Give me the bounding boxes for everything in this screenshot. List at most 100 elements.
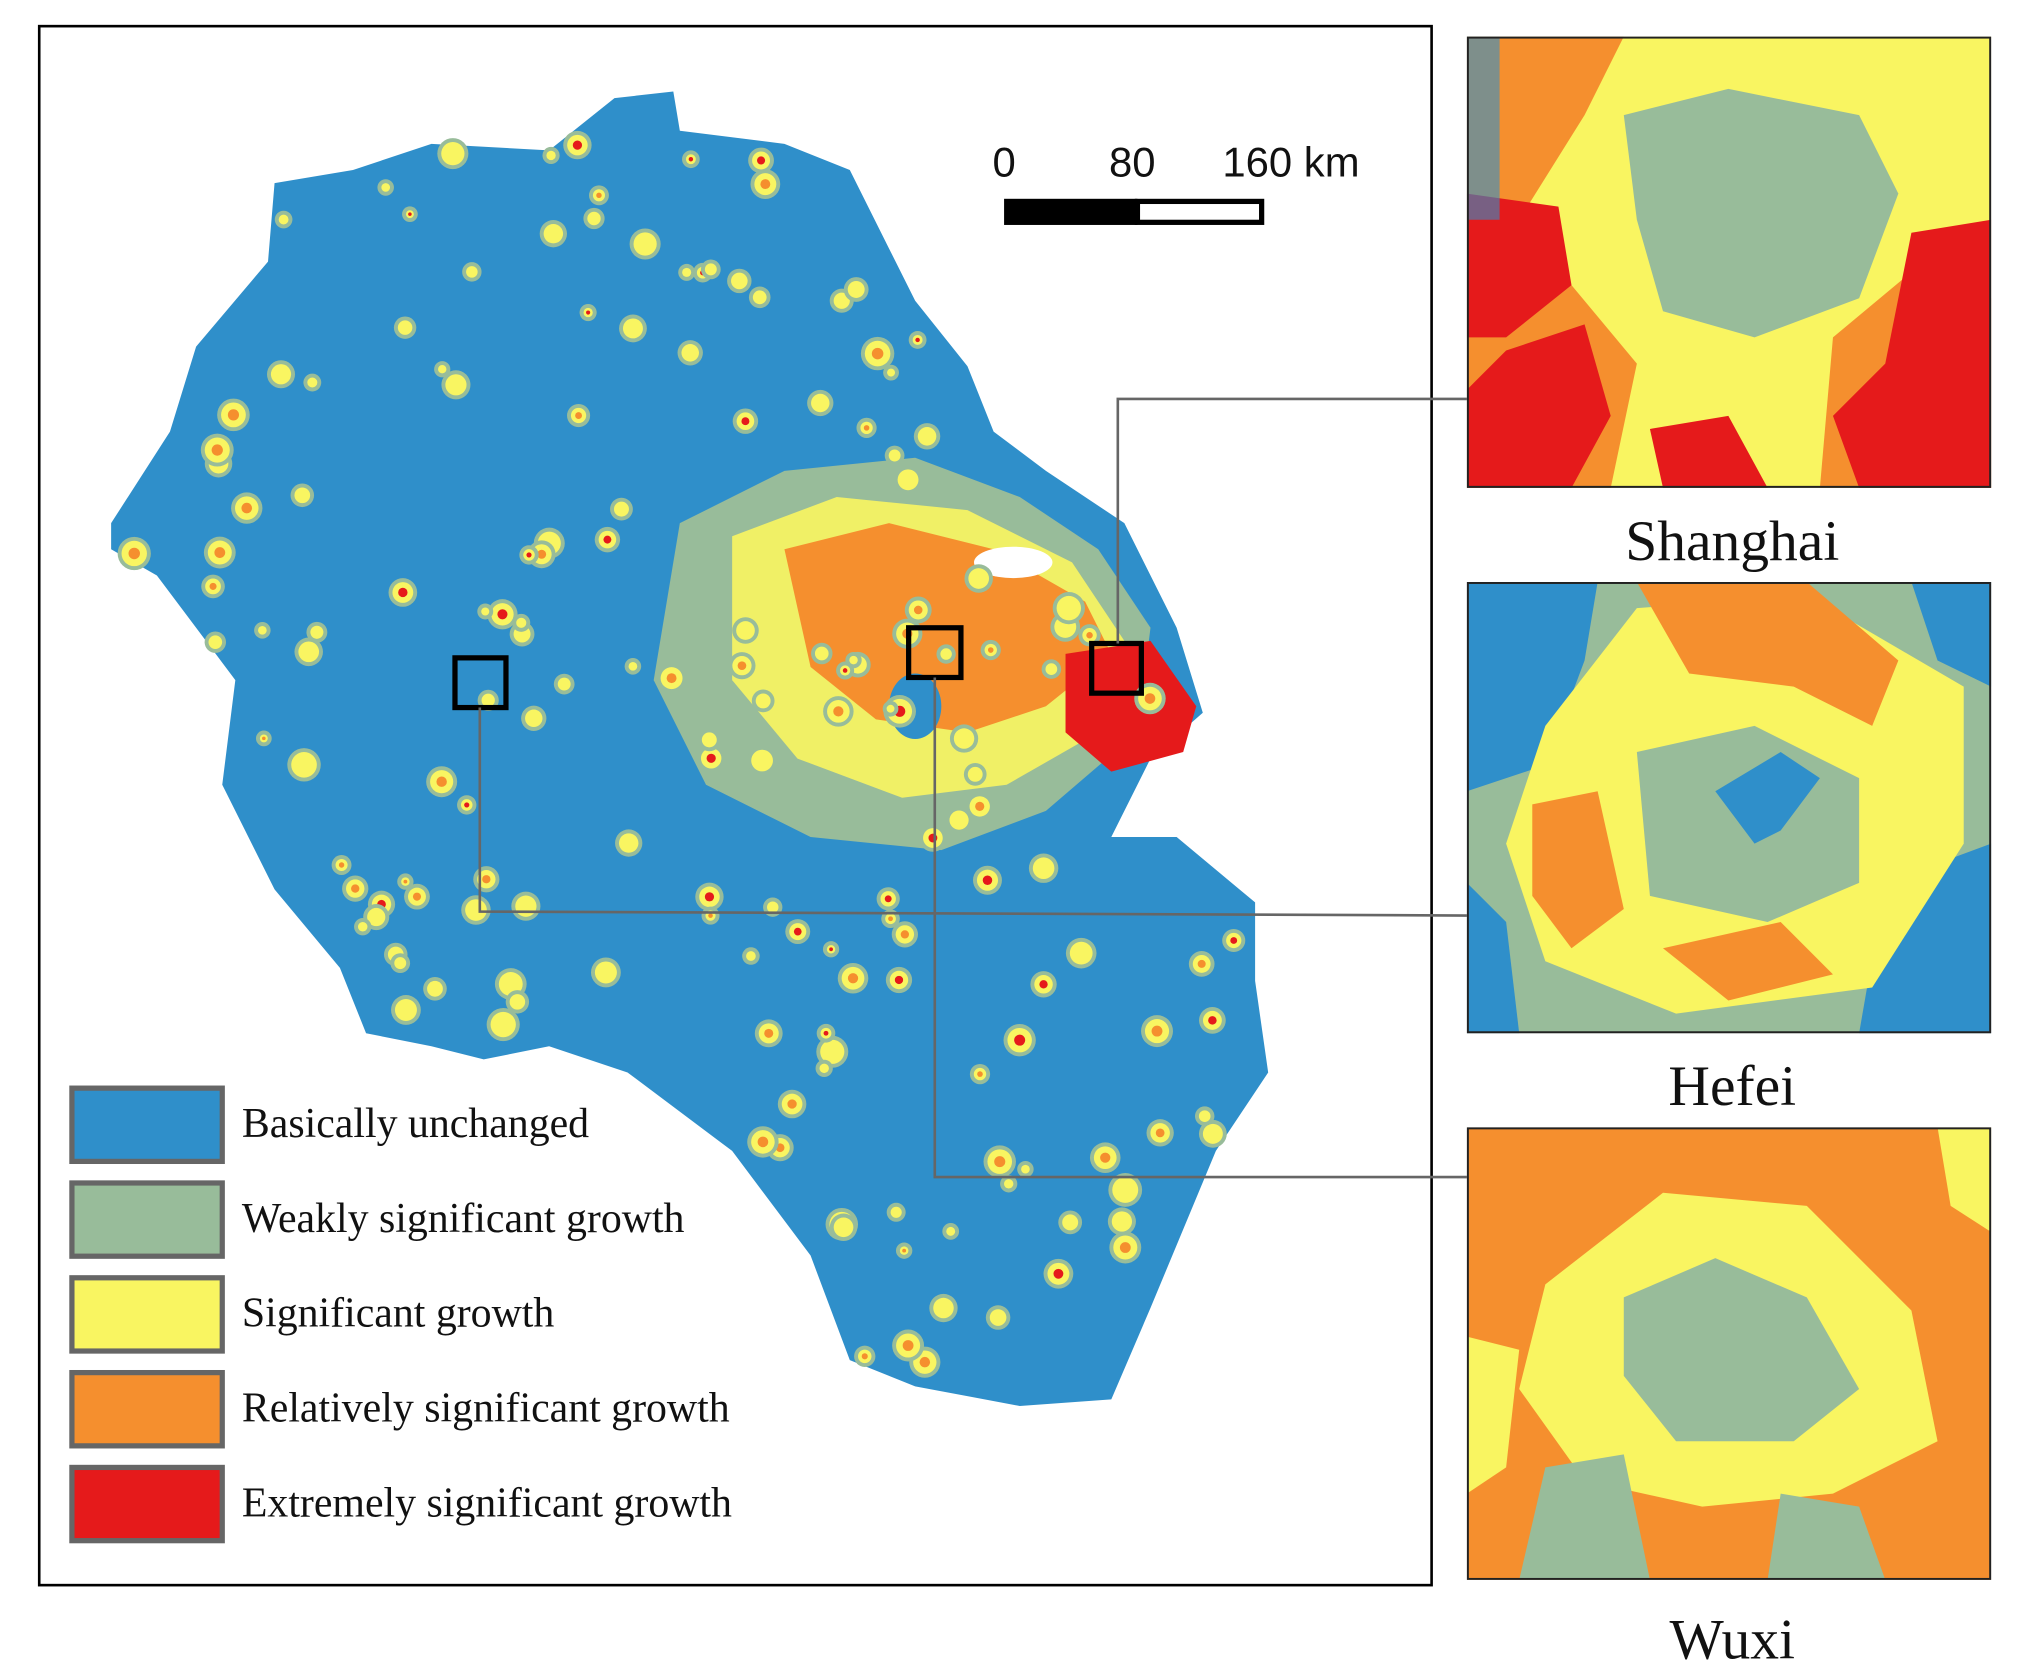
growth-spot [861, 1353, 868, 1360]
growth-spot [833, 292, 850, 309]
connector [478, 707, 1467, 917]
growth-spot [704, 263, 717, 276]
growth-spot [760, 179, 771, 190]
growth-spot [441, 142, 465, 166]
legend-swatch [69, 1180, 225, 1259]
inset-area [1663, 922, 1833, 1001]
scale-segment [1004, 198, 1138, 225]
inset-title: Wuxi [1670, 1608, 1795, 1671]
growth-spot [1039, 980, 1048, 989]
growth-spot [887, 368, 896, 377]
inset-area [1466, 1336, 1520, 1494]
growth-spot [967, 766, 983, 782]
growth-spot [829, 947, 833, 952]
growth-spot [628, 661, 638, 671]
growth-spot [849, 655, 858, 665]
connector [933, 677, 1467, 1179]
growth-spot [863, 425, 870, 431]
growth-spot [764, 1028, 774, 1038]
growth-spot [1111, 1211, 1133, 1232]
growth-spot [128, 547, 140, 560]
growth-spot [975, 801, 985, 811]
growth-spot [819, 1063, 829, 1074]
inset-area [1466, 882, 1520, 1034]
inset-area [1466, 324, 1611, 488]
growth-spot [557, 677, 571, 691]
growth-spot [757, 156, 766, 165]
growth-spot [1208, 1016, 1217, 1025]
inset-area [1466, 193, 1572, 338]
growth-spot [543, 223, 564, 244]
growth-spot [953, 728, 975, 749]
growth-spot [572, 140, 583, 150]
growth-spot [752, 290, 767, 305]
growth-spot [847, 973, 859, 984]
growth-spot [902, 1248, 907, 1253]
inset-area [1767, 1493, 1886, 1580]
growth-spot [890, 1206, 902, 1218]
scale-segment [1134, 198, 1265, 225]
growth-spot [737, 661, 747, 671]
growth-spot [394, 957, 407, 970]
growth-spot [968, 568, 990, 589]
growth-spot [994, 1156, 1006, 1168]
growth-spot [412, 892, 422, 901]
growth-spot [537, 549, 547, 559]
growth-spot [464, 802, 470, 808]
legend-swatch [69, 1275, 225, 1354]
growth-spot [497, 609, 508, 620]
growth-spot [481, 693, 495, 707]
inset-title: Shanghai [1625, 510, 1839, 573]
growth-spot [1069, 941, 1093, 965]
growth-spot [731, 272, 748, 290]
growth-spot [482, 875, 491, 884]
region-extreme-growth [1065, 640, 1197, 772]
inset-area [1466, 36, 1624, 246]
growth-spot [842, 668, 848, 673]
growth-spot [307, 377, 318, 388]
scale-label: 160 km [1222, 139, 1359, 186]
inset-area [1623, 88, 1899, 338]
growth-spot [1202, 1123, 1223, 1144]
growth-spot [618, 833, 639, 853]
growth-spot [666, 673, 677, 684]
inset-area [1466, 36, 1500, 220]
growth-spot [1053, 1268, 1064, 1279]
growth-spot [884, 895, 892, 903]
legend-label: Relatively significant growth [242, 1385, 730, 1431]
growth-spot [214, 547, 226, 558]
growth-spot [820, 1039, 845, 1064]
growth-spot [1032, 857, 1055, 880]
growth-spot [900, 930, 910, 939]
inset-area [1466, 582, 1598, 792]
growth-spot [481, 607, 490, 616]
growth-spot [871, 347, 884, 360]
legend-swatch [69, 1085, 225, 1165]
growth-spot [888, 449, 901, 462]
legend-label: Extremely significant growth [242, 1480, 732, 1526]
connector [1116, 397, 1467, 644]
growth-spot [793, 927, 802, 936]
inset-title: Hefei [1668, 1055, 1796, 1118]
legend-label: Significant growth [242, 1291, 555, 1337]
growth-spot [989, 1309, 1007, 1326]
river [974, 546, 1053, 579]
growth-spot [310, 625, 324, 639]
growth-spot [397, 320, 413, 335]
growth-spot [596, 192, 602, 199]
growth-spot [586, 310, 591, 315]
growth-spot [466, 266, 478, 278]
growth-spot [1100, 1152, 1111, 1163]
inset-hefei [1466, 582, 1992, 1034]
growth-spot [751, 749, 773, 772]
inset-area [1532, 791, 1624, 949]
growth-spot [897, 469, 919, 491]
inset-area [1519, 1454, 1650, 1580]
inset-area [1636, 582, 1899, 726]
growth-spot [706, 753, 716, 763]
growth-spot [787, 1099, 797, 1109]
legend-label: Weakly significant growth [242, 1196, 685, 1242]
growth-spot [633, 232, 657, 256]
growth-spot [833, 706, 844, 717]
inset-area [1832, 219, 1992, 488]
